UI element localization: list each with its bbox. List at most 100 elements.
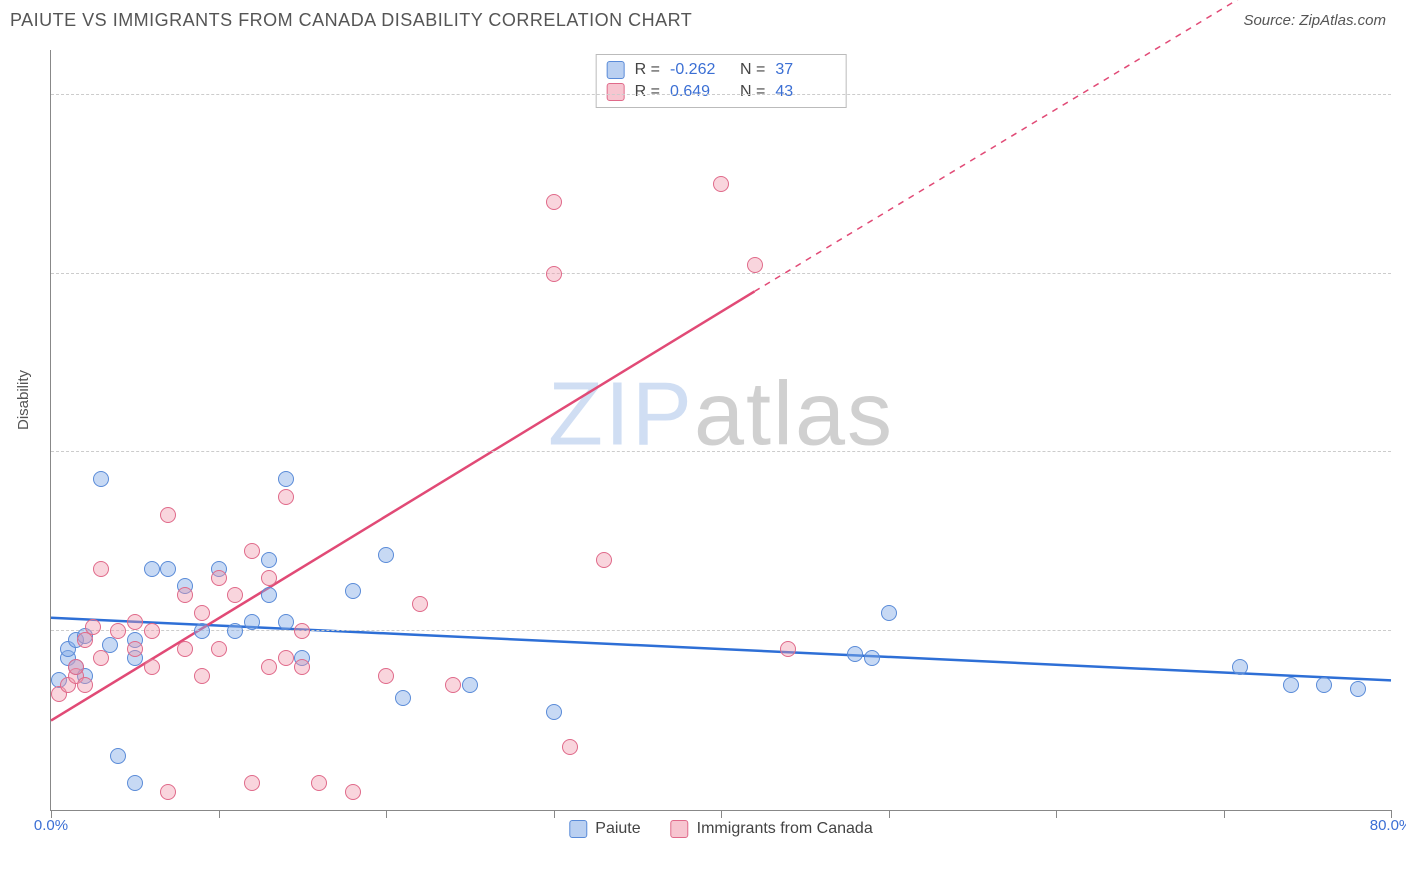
data-point <box>93 561 109 577</box>
data-point <box>194 623 210 639</box>
data-point <box>378 547 394 563</box>
data-point <box>211 641 227 657</box>
legend-swatch <box>671 820 689 838</box>
data-point <box>1232 659 1248 675</box>
data-point <box>244 614 260 630</box>
data-point <box>227 587 243 603</box>
data-point <box>294 659 310 675</box>
x-tick <box>219 810 220 818</box>
legend-row: R = 0.649 N = 43 <box>607 81 836 103</box>
legend-swatch <box>607 83 625 101</box>
x-tick <box>386 810 387 818</box>
data-point <box>127 614 143 630</box>
data-point <box>160 784 176 800</box>
x-tick-label: 0.0% <box>34 817 68 834</box>
data-point <box>261 587 277 603</box>
data-point <box>345 784 361 800</box>
data-point <box>68 659 84 675</box>
legend-n-label: N = <box>740 83 765 101</box>
gridline <box>51 94 1391 95</box>
chart-title: PAIUTE VS IMMIGRANTS FROM CANADA DISABIL… <box>10 10 692 31</box>
x-tick-label: 80.0% <box>1370 817 1406 834</box>
data-point <box>244 775 260 791</box>
gridline <box>51 630 1391 631</box>
data-point <box>144 623 160 639</box>
data-point <box>194 668 210 684</box>
data-point <box>546 704 562 720</box>
data-point <box>378 668 394 684</box>
data-point <box>881 605 897 621</box>
data-point <box>546 266 562 282</box>
data-point <box>227 623 243 639</box>
data-point <box>194 605 210 621</box>
data-point <box>177 587 193 603</box>
gridline <box>51 451 1391 452</box>
data-point <box>261 552 277 568</box>
data-point <box>1350 681 1366 697</box>
data-point <box>110 623 126 639</box>
data-point <box>713 176 729 192</box>
data-point <box>278 614 294 630</box>
legend-n-value: 43 <box>775 83 835 101</box>
data-point <box>85 619 101 635</box>
x-tick <box>554 810 555 818</box>
data-point <box>596 552 612 568</box>
watermark-atlas: atlas <box>694 364 894 464</box>
legend-r-value: -0.262 <box>670 61 730 79</box>
legend-r-label: R = <box>635 61 660 79</box>
data-point <box>261 659 277 675</box>
legend-n-label: N = <box>740 61 765 79</box>
legend-label: Immigrants from Canada <box>697 820 873 838</box>
data-point <box>278 650 294 666</box>
data-point <box>864 650 880 666</box>
legend-label: Paiute <box>595 820 640 838</box>
y-axis-label: Disability <box>15 370 32 430</box>
data-point <box>278 471 294 487</box>
data-point <box>345 583 361 599</box>
x-tick <box>1056 810 1057 818</box>
regression-lines <box>51 50 1391 810</box>
legend-r-value: 0.649 <box>670 83 730 101</box>
legend-r-label: R = <box>635 83 660 101</box>
data-point <box>127 641 143 657</box>
data-point <box>244 543 260 559</box>
chart-area: ZIPatlas R =-0.262N =37R = 0.649N =43 Pa… <box>50 50 1391 811</box>
data-point <box>93 471 109 487</box>
chart-source: Source: ZipAtlas.com <box>1243 12 1386 29</box>
data-point <box>1283 677 1299 693</box>
legend-row: R = -0.262 N = 37 <box>607 59 836 81</box>
watermark-zip: ZIP <box>548 364 694 464</box>
data-point <box>93 650 109 666</box>
data-point <box>546 194 562 210</box>
legend-correlation: R = -0.262 N = 37 R = 0.649 N = 43 <box>596 54 847 108</box>
x-tick <box>1224 810 1225 818</box>
legend-swatch <box>607 61 625 79</box>
x-tick <box>721 810 722 818</box>
legend-item: Immigrants from Canada <box>671 820 873 838</box>
legend-swatch <box>569 820 587 838</box>
header: PAIUTE VS IMMIGRANTS FROM CANADA DISABIL… <box>0 0 1406 39</box>
legend-item: Paiute <box>569 820 640 838</box>
data-point <box>77 677 93 693</box>
legend-n-value: 37 <box>775 61 835 79</box>
data-point <box>110 748 126 764</box>
x-tick <box>889 810 890 818</box>
data-point <box>311 775 327 791</box>
data-point <box>177 641 193 657</box>
data-point <box>160 507 176 523</box>
legend-series: Paiute Immigrants from Canada <box>569 820 872 838</box>
gridline <box>51 273 1391 274</box>
data-point <box>445 677 461 693</box>
data-point <box>780 641 796 657</box>
data-point <box>144 561 160 577</box>
data-point <box>395 690 411 706</box>
data-point <box>562 739 578 755</box>
data-point <box>294 623 310 639</box>
data-point <box>261 570 277 586</box>
data-point <box>278 489 294 505</box>
data-point <box>747 257 763 273</box>
data-point <box>144 659 160 675</box>
data-point <box>1316 677 1332 693</box>
data-point <box>462 677 478 693</box>
data-point <box>211 570 227 586</box>
